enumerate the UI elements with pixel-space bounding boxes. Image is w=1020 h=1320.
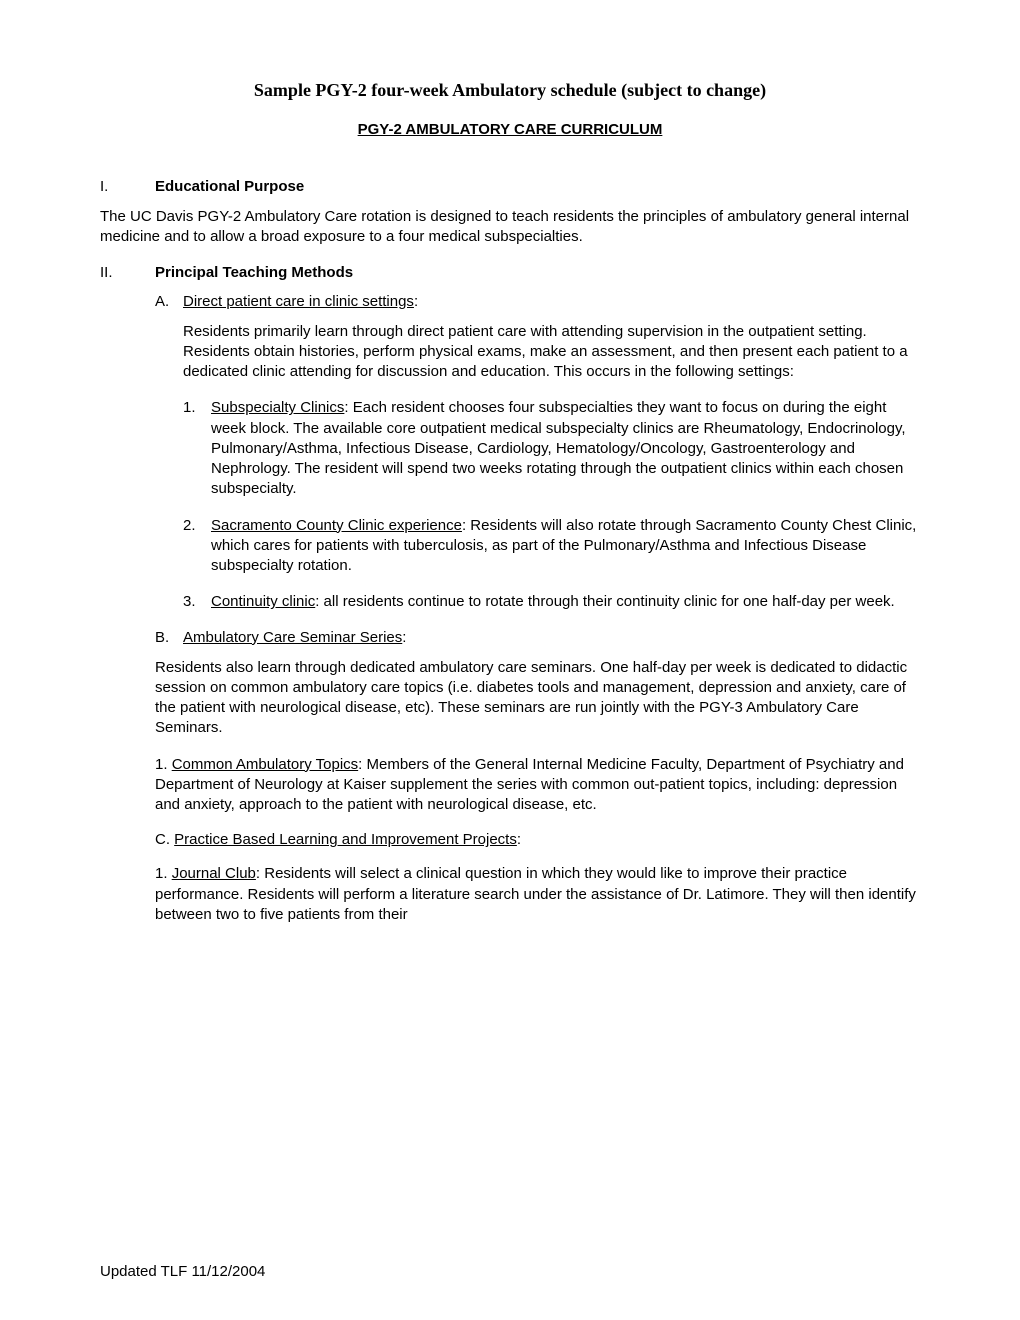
section-2-heading: II.Principal Teaching Methods	[100, 264, 920, 281]
item-title: Common Ambulatory Topics	[172, 756, 358, 773]
section-1-heading: I.Educational Purpose	[100, 178, 920, 195]
sub-a-colon: :	[414, 293, 418, 310]
item-number: 1.	[155, 756, 172, 773]
item-title: Sacramento County Clinic experience	[211, 517, 462, 534]
section-1-intro: The UC Davis PGY-2 Ambulatory Care rotat…	[100, 207, 920, 248]
sub-b-title: Ambulatory Care Seminar Series	[183, 629, 402, 646]
main-title: Sample PGY-2 four-week Ambulatory schedu…	[100, 80, 920, 101]
sub-b-item1: 1. Common Ambulatory Topics: Members of …	[155, 755, 920, 816]
section-1-roman: I.	[100, 178, 155, 195]
item-number: 1.	[183, 398, 211, 418]
section-1-heading-text: Educational Purpose	[155, 178, 304, 195]
list-item: 3.Continuity clinic: all residents conti…	[183, 592, 920, 612]
item-number: 3.	[183, 592, 211, 612]
subsection-a: A.Direct patient care in clinic settings…	[155, 293, 920, 613]
item-text: : all residents continue to rotate throu…	[315, 593, 895, 610]
sub-c-heading: C. Practice Based Learning and Improveme…	[155, 831, 920, 848]
list-item: 2.Sacramento County Clinic experience: R…	[183, 516, 920, 577]
sub-b-colon: :	[402, 629, 406, 646]
sub-a-para: Residents primarily learn through direct…	[183, 322, 920, 383]
sub-a-list: 1.Subspecialty Clinics: Each resident ch…	[183, 398, 920, 612]
item-text: : Residents will select a clinical quest…	[155, 865, 916, 923]
item-title: Journal Club	[172, 865, 256, 882]
sub-b-heading: B.Ambulatory Care Seminar Series:	[155, 629, 920, 646]
sub-c-title: Practice Based Learning and Improvement …	[174, 831, 517, 848]
footer: Updated TLF 11/12/2004	[100, 1263, 265, 1280]
item-title: Subspecialty Clinics	[211, 399, 344, 416]
sub-c-colon: :	[517, 831, 521, 848]
subsection-b: B.Ambulatory Care Seminar Series: Reside…	[155, 629, 920, 926]
sub-b-letter: B.	[155, 629, 183, 646]
sub-b-para: Residents also learn through dedicated a…	[155, 658, 920, 739]
sub-a-heading: A.Direct patient care in clinic settings…	[155, 293, 920, 310]
sub-a-title: Direct patient care in clinic settings	[183, 293, 414, 310]
item-number: 2.	[183, 516, 211, 536]
item-title: Continuity clinic	[211, 593, 315, 610]
item-number: 1.	[155, 865, 172, 882]
section-2-heading-text: Principal Teaching Methods	[155, 264, 353, 281]
list-item: 1.Subspecialty Clinics: Each resident ch…	[183, 398, 920, 499]
section-2-roman: II.	[100, 264, 155, 281]
sub-c-item1: 1. Journal Club: Residents will select a…	[155, 864, 920, 925]
sub-a-letter: A.	[155, 293, 183, 310]
subtitle: PGY-2 AMBULATORY CARE CURRICULUM	[100, 121, 920, 138]
sub-c-letter: C.	[155, 831, 174, 848]
